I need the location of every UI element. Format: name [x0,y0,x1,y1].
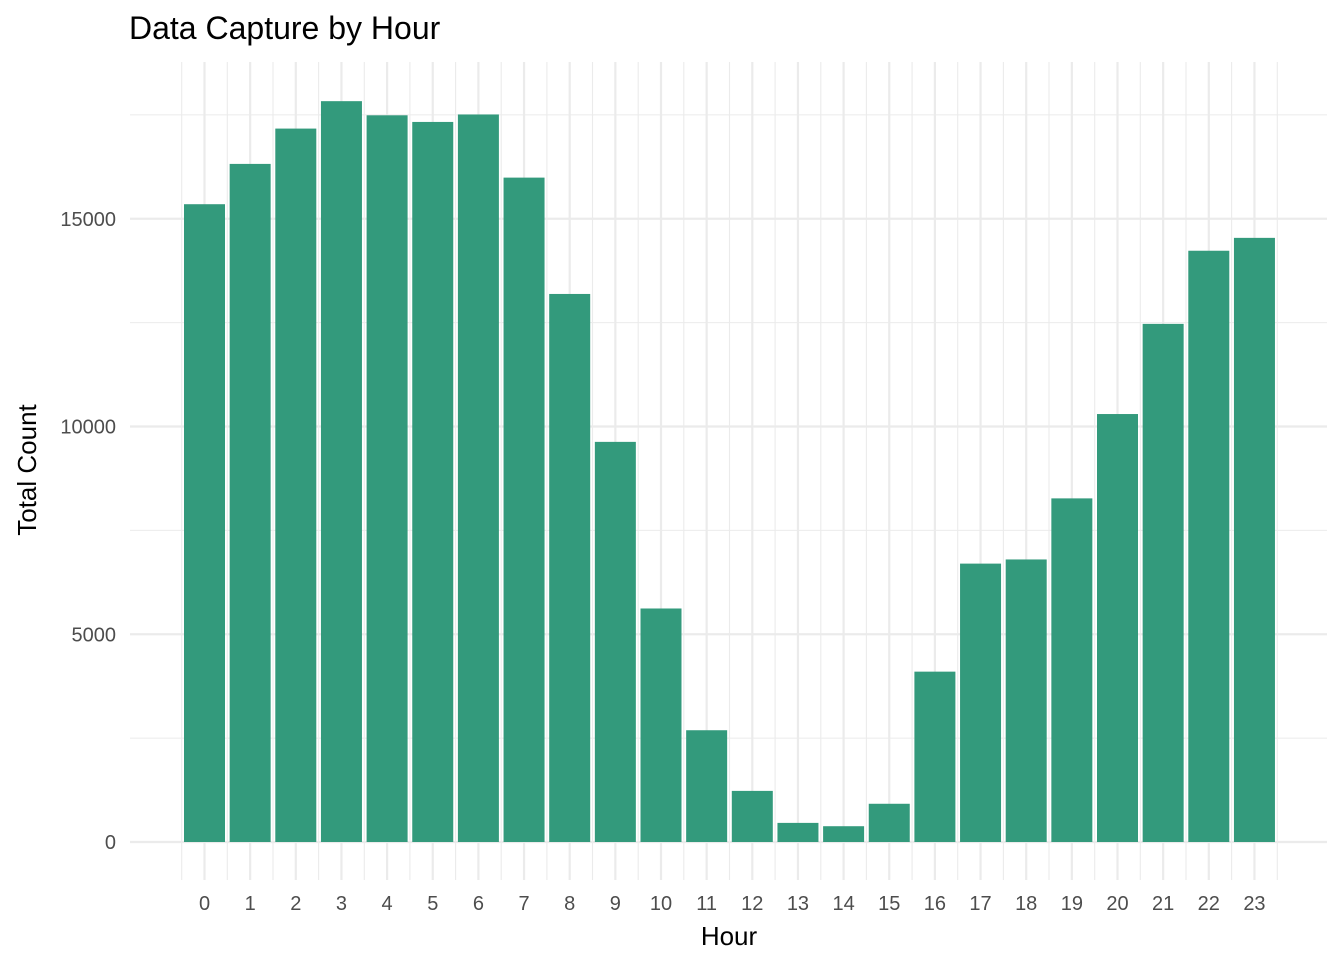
x-tick-label: 1 [245,893,256,915]
x-tick-label: 8 [564,893,575,915]
x-tick-label: 0 [199,893,210,915]
y-tick-label: 15000 [60,209,116,231]
x-tick-label: 18 [1015,893,1037,915]
x-tick-label: 4 [382,893,393,915]
y-tick-label: 10000 [60,417,116,439]
bar-hour-3 [320,101,362,842]
x-tick-label: 10 [650,893,672,915]
bar-hour-9 [594,441,636,842]
x-tick-label: 16 [924,893,946,915]
bars-group [184,101,1275,843]
bar-hour-21 [1142,323,1184,843]
y-tick-label: 0 [105,832,116,854]
bar-hour-18 [1005,559,1047,842]
x-tick-label: 5 [427,893,438,915]
bar-hour-7 [503,177,545,843]
y-axis-title: Total Count [12,403,42,535]
x-tick-label: 11 [696,893,717,915]
bar-hour-2 [275,128,317,843]
bar-hour-12 [731,790,773,842]
bar-hour-10 [640,608,682,842]
x-tick-label: 22 [1198,893,1220,915]
bar-hour-8 [549,293,591,842]
bar-hour-11 [686,730,728,842]
bar-hour-20 [1097,414,1138,842]
x-tick-label: 3 [336,893,347,915]
bar-hour-19 [1051,498,1093,842]
bar-hour-13 [777,822,819,842]
bar-hour-1 [229,163,271,843]
bar-hour-4 [366,115,408,842]
x-tick-label: 19 [1061,893,1083,915]
chart-title: Data Capture by Hour [129,10,441,46]
x-tick-label: 13 [787,893,809,915]
x-tick-label: 12 [741,893,763,915]
bar-hour-22 [1188,250,1230,842]
bar-hour-23 [1233,237,1275,842]
x-tick-label: 23 [1243,893,1265,915]
bar-hour-0 [184,204,225,842]
bar-hour-6 [457,114,499,843]
x-tick-label: 2 [290,893,301,915]
bar-hour-15 [868,803,910,842]
x-axis-ticks: 0 1 2 3 4 5 6 7 8 9 10 11 12 13 14 15 16 17 18 19 20 21 22 23 [199,893,1266,915]
x-axis-title: Hour [701,921,758,951]
bar-hour-14 [823,826,865,842]
bar-hour-5 [412,121,454,843]
x-tick-label: 7 [518,893,529,915]
bar-hour-16 [914,671,956,842]
x-tick-label: 21 [1152,893,1174,915]
x-tick-label: 15 [878,893,900,915]
x-tick-label: 6 [473,893,484,915]
x-tick-label: 20 [1106,893,1128,915]
y-axis-ticks: 0 5000 10000 15000 [60,209,116,854]
x-tick-label: 17 [969,893,991,915]
bar-hour-17 [960,563,1002,842]
x-tick-label: 9 [610,893,621,915]
y-tick-label: 5000 [72,624,117,646]
x-tick-label: 14 [832,893,854,915]
